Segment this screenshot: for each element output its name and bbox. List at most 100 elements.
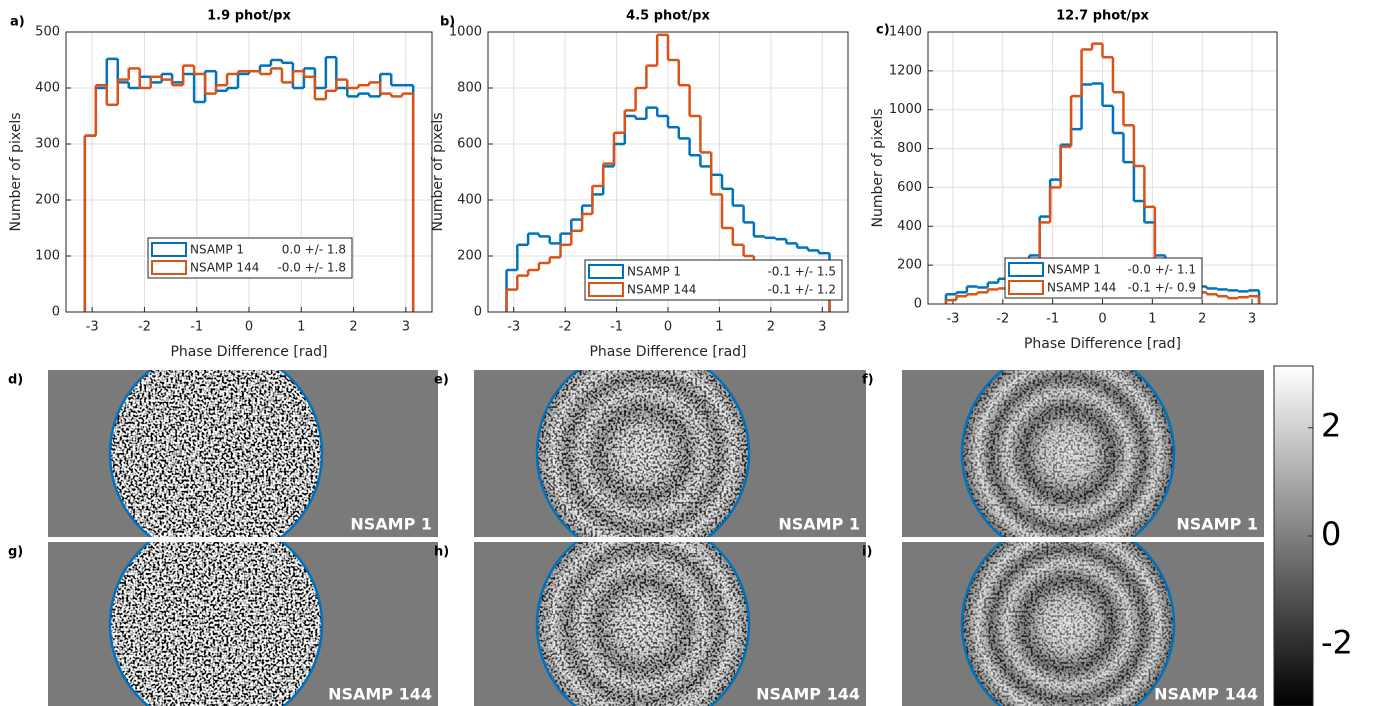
x-tick-label: -3 [507, 320, 520, 335]
y-tick-label: 0 [914, 297, 922, 312]
legend-swatch [588, 264, 624, 279]
colorbar-tick-label: 0 [1321, 515, 1341, 553]
y-tick-label: 300 [35, 137, 60, 152]
axes-box [927, 31, 1278, 305]
phase-image [108, 370, 324, 537]
legend-box [1004, 257, 1203, 299]
y-tick-label: 1200 [889, 63, 922, 78]
phase-image [108, 542, 324, 706]
legend-stat: -0.1 +/- 1.5 [767, 265, 836, 279]
legend-label: NSAMP 1 [627, 265, 681, 279]
axes-box [65, 31, 433, 313]
y-tick-label: 800 [897, 141, 922, 156]
legend-label: NSAMP 1 [1047, 263, 1101, 277]
y-tick-label: 400 [897, 219, 922, 234]
x-tick-label: -2 [138, 320, 151, 335]
legend-stat: -0.0 +/- 1.8 [277, 261, 346, 275]
y-tick-label: 500 [35, 25, 60, 40]
noise [537, 370, 749, 537]
y-tick-label: 400 [35, 81, 60, 96]
colorbar-tick-label: 2 [1321, 407, 1341, 445]
noise [962, 542, 1174, 706]
aperture [962, 370, 1174, 537]
x-tick-label: 2 [349, 320, 357, 335]
aperture-edge [960, 370, 1176, 537]
y-tick-label: 100 [35, 249, 60, 264]
aperture [537, 370, 749, 537]
y-tick-label: 1400 [889, 25, 922, 40]
axes-box [487, 31, 849, 313]
aperture-edge [535, 542, 751, 706]
y-tick-label: 0 [474, 305, 482, 320]
panel-label: f) [862, 373, 874, 388]
y-axis-label: Number of pixels [430, 112, 446, 231]
colorbar [1273, 365, 1314, 706]
x-axis-label: Phase Difference [rad] [589, 344, 746, 360]
x-tick-label: -1 [190, 320, 203, 335]
image-caption: NSAMP 144 [328, 685, 432, 704]
noise [110, 542, 322, 706]
y-tick-label: 200 [35, 193, 60, 208]
x-tick-label: 3 [1248, 312, 1256, 327]
phase-image [535, 542, 751, 706]
legend-stat: -0.0 +/- 1.1 [1127, 263, 1196, 277]
x-axis-label: Phase Difference [rad] [170, 344, 327, 360]
x-tick-label: 1 [1148, 312, 1156, 327]
aperture [962, 542, 1174, 706]
x-tick-label: 1 [715, 320, 723, 335]
x-tick-label: -1 [1046, 312, 1059, 327]
x-tick-label: -2 [559, 320, 572, 335]
x-tick-label: 0 [1098, 312, 1106, 327]
aperture-edge [108, 370, 324, 537]
colorbar-tick-label: -2 [1321, 623, 1353, 661]
y-tick-label: 200 [897, 258, 922, 273]
legend-box [584, 259, 843, 301]
legend-swatch [588, 282, 624, 297]
legend-stat: -0.1 +/- 1.2 [767, 283, 836, 297]
image-caption: NSAMP 1 [778, 515, 860, 534]
series [83, 64, 415, 312]
y-axis-label: Number of pixels [8, 112, 24, 231]
noise [962, 370, 1174, 537]
legend-label: NSAMP 144 [627, 283, 696, 297]
image-caption: NSAMP 144 [756, 685, 860, 704]
panel-label: c) [876, 23, 890, 38]
legend-swatch [1008, 262, 1044, 277]
x-axis-label: Phase Difference [rad] [1024, 336, 1181, 352]
panel-label: d) [8, 373, 23, 388]
x-tick-label: -2 [996, 312, 1009, 327]
chart-title: 4.5 phot/px [626, 9, 710, 24]
y-tick-label: 400 [457, 193, 482, 208]
image-caption: NSAMP 1 [350, 515, 432, 534]
phase-image [960, 370, 1176, 537]
panel-label: e) [434, 373, 449, 388]
chart-title: 12.7 phot/px [1056, 9, 1149, 24]
phase-image [960, 542, 1176, 706]
x-tick-label: 3 [818, 320, 826, 335]
chart-title: 1.9 phot/px [207, 9, 291, 24]
legend-stat: 0.0 +/- 1.8 [282, 243, 346, 257]
x-tick-label: 3 [402, 320, 410, 335]
aperture-edge [960, 542, 1176, 706]
noise [110, 370, 322, 537]
y-tick-label: 800 [457, 81, 482, 96]
phase-image [535, 370, 751, 537]
aperture [537, 542, 749, 706]
x-tick-label: 0 [245, 320, 253, 335]
x-tick-label: 2 [767, 320, 775, 335]
image-caption: NSAMP 1 [1176, 515, 1258, 534]
image-caption: NSAMP 144 [1154, 685, 1258, 704]
x-tick-label: 0 [664, 320, 672, 335]
panel-label: h) [434, 545, 449, 560]
aperture [110, 542, 322, 706]
legend-stat: -0.1 +/- 0.9 [1127, 281, 1196, 295]
aperture [110, 370, 322, 537]
x-tick-label: -1 [610, 320, 623, 335]
y-tick-label: 600 [897, 180, 922, 195]
panel-label: b) [440, 15, 455, 30]
aperture-edge [535, 370, 751, 537]
y-tick-label: 200 [457, 249, 482, 264]
noise [537, 542, 749, 706]
legend-label: NSAMP 144 [190, 261, 259, 275]
